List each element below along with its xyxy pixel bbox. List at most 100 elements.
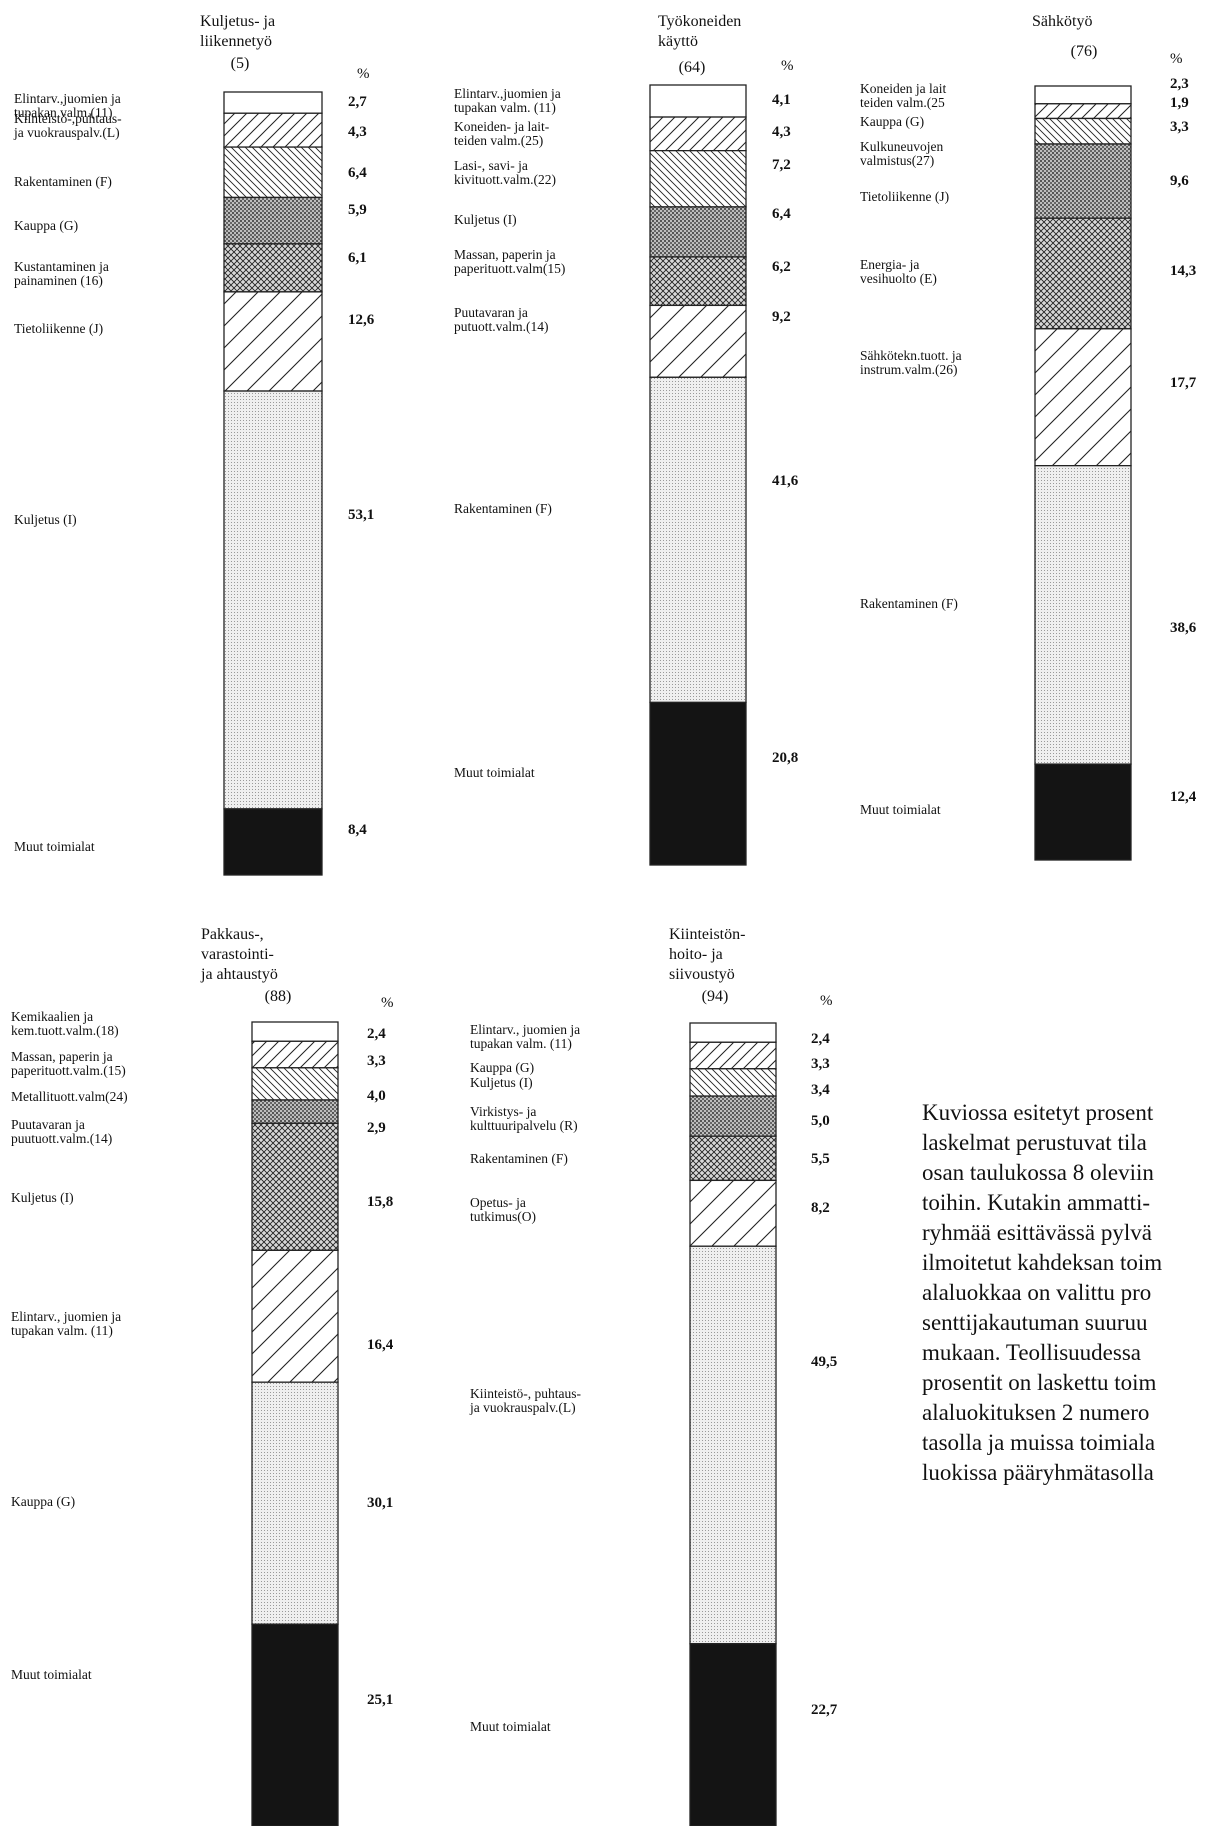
segment-value: 2,3 (1170, 76, 1189, 92)
bar-segment (1034, 328, 1132, 467)
bar-segment (223, 146, 323, 199)
bar-segment (251, 1623, 339, 1826)
bar-segment (649, 256, 747, 307)
bar-segment (223, 196, 323, 245)
stacked-bar (251, 1021, 339, 1826)
segment-value: 49,5 (811, 1354, 838, 1370)
stacked-bar (223, 91, 323, 876)
segment-value: 5,5 (811, 1151, 830, 1167)
bar-segment (649, 376, 747, 704)
segment-value: 53,1 (348, 507, 375, 523)
segment-label: Rakentaminen (F) (470, 1151, 568, 1166)
bar-segment (251, 1381, 339, 1625)
segment-label: Elintarv.,juomien ja tupakan valm.(11) (14, 91, 121, 120)
segment-label: Kauppa (G) (11, 1494, 76, 1509)
segment-label: Rakentaminen (F) (14, 174, 112, 189)
bar-segment (689, 1068, 777, 1097)
stacked-bar (689, 1022, 777, 1826)
segment-label: Kuljetus (I) (11, 1190, 74, 1205)
segment-value: 6,4 (772, 206, 791, 222)
bar-segment (649, 150, 747, 208)
segment-label: Muut toimialat (860, 802, 941, 817)
segment-label: Muut toimialat (14, 839, 95, 854)
note-text: Kuviossa esitetyt prosent laskelmat peru… (922, 1100, 1163, 1485)
segment-label: Kuljetus (I) (14, 512, 77, 527)
bar-segment (649, 701, 747, 866)
segment-value: 1,9 (1170, 95, 1189, 111)
segment-label: Virkistys- ja kulttuuripalvelu (R) (470, 1104, 578, 1133)
segment-label: Tietoliikenne (J) (14, 321, 104, 336)
bar-segment (1034, 103, 1132, 120)
segment-label: Metallituott.valm(24) (11, 1089, 128, 1104)
bar-segment (251, 1099, 339, 1124)
segment-value: 12,6 (348, 312, 375, 328)
segment-value: 4,3 (772, 124, 791, 140)
bar-segment (223, 808, 323, 876)
segment-label: Koneiden- ja lait- teiden valm.(25) (454, 119, 550, 148)
bar-segment (689, 1245, 777, 1645)
segment-value: 9,2 (772, 309, 791, 325)
segment-label: Koneiden ja lait teiden valm.(25 (860, 81, 947, 110)
bar-segment (223, 91, 323, 114)
segment-label: Energia- ja vesihuolto (E) (860, 257, 937, 286)
segment-label: Muut toimialat (11, 1667, 92, 1682)
bar-segment (223, 390, 323, 810)
bar-segment (649, 84, 747, 118)
segment-value: 30,1 (367, 1495, 394, 1511)
segment-value: 6,2 (772, 259, 791, 275)
chart-title: Sähkötyö (1032, 13, 1093, 30)
segment-label: Rakentaminen (F) (454, 501, 552, 516)
segment-value: 4,1 (772, 92, 791, 108)
chart-code: (5) (230, 55, 250, 72)
segment-value: 16,4 (367, 1337, 394, 1353)
segment-label: Massan, paperin ja paperituott.valm(15) (454, 247, 566, 276)
segment-value: 20,8 (772, 750, 799, 766)
bar-segment (689, 1135, 777, 1182)
chart-code: (94) (701, 988, 729, 1005)
segment-value: 3,3 (1170, 119, 1189, 135)
segment-label: Kiinteistö-, puhtaus- ja vuokrauspalv.(L… (470, 1386, 581, 1415)
segment-value: 5,0 (811, 1113, 830, 1129)
bar-segment (689, 1041, 777, 1070)
segment-value: 6,1 (348, 250, 367, 266)
segment-label: Lasi-, savi- ja kivituott.valm.(22) (454, 158, 556, 187)
bar-segment (649, 304, 747, 378)
bar-segment (649, 206, 747, 258)
segment-value: 12,4 (1170, 789, 1197, 805)
segment-label: Elintarv., juomien ja tupakan valm. (11) (11, 1309, 122, 1338)
segment-value: 8,4 (348, 822, 367, 838)
bar-segment (689, 1643, 777, 1826)
segment-label: Rakentaminen (F) (860, 596, 958, 611)
segment-label: Kauppa (G) (14, 218, 79, 233)
bar-segment (1034, 117, 1132, 145)
bar-segment (223, 112, 323, 148)
segment-value: 3,3 (367, 1053, 386, 1069)
segment-label: Kustantaminen ja painaminen (16) (14, 259, 109, 288)
segment-label: Puutavaran ja puutuott.valm.(14) (11, 1117, 113, 1146)
bar-segment (649, 116, 747, 152)
chart-title: Työkoneiden käyttö (658, 13, 742, 50)
segment-value: 3,3 (811, 1056, 830, 1072)
segment-label: Kuljetus (I) (454, 212, 517, 227)
bar-segment (251, 1249, 339, 1383)
bar-segment (1034, 763, 1132, 861)
bar-segment (689, 1022, 777, 1043)
bar-segment (1034, 143, 1132, 219)
segment-label: Muut toimialat (454, 765, 535, 780)
segment-label: Puutavaran ja putuott.valm.(14) (454, 305, 549, 334)
bar-segment (1034, 85, 1132, 105)
percent-unit-label: % (381, 995, 394, 1011)
segment-value: 2,4 (367, 1026, 386, 1042)
segment-label: Kulkuneuvojen valmistus(27) (860, 139, 944, 168)
segment-value: 22,7 (811, 1702, 838, 1718)
segment-value: 7,2 (772, 157, 791, 173)
segment-value: 25,1 (367, 1692, 394, 1708)
bar-segment (251, 1067, 339, 1101)
segment-label: Muut toimialat (470, 1719, 551, 1734)
segment-value: 6,4 (348, 165, 367, 181)
bar-segment (1034, 217, 1132, 330)
stacked-bar (1034, 85, 1132, 861)
bar-segment (223, 291, 323, 392)
